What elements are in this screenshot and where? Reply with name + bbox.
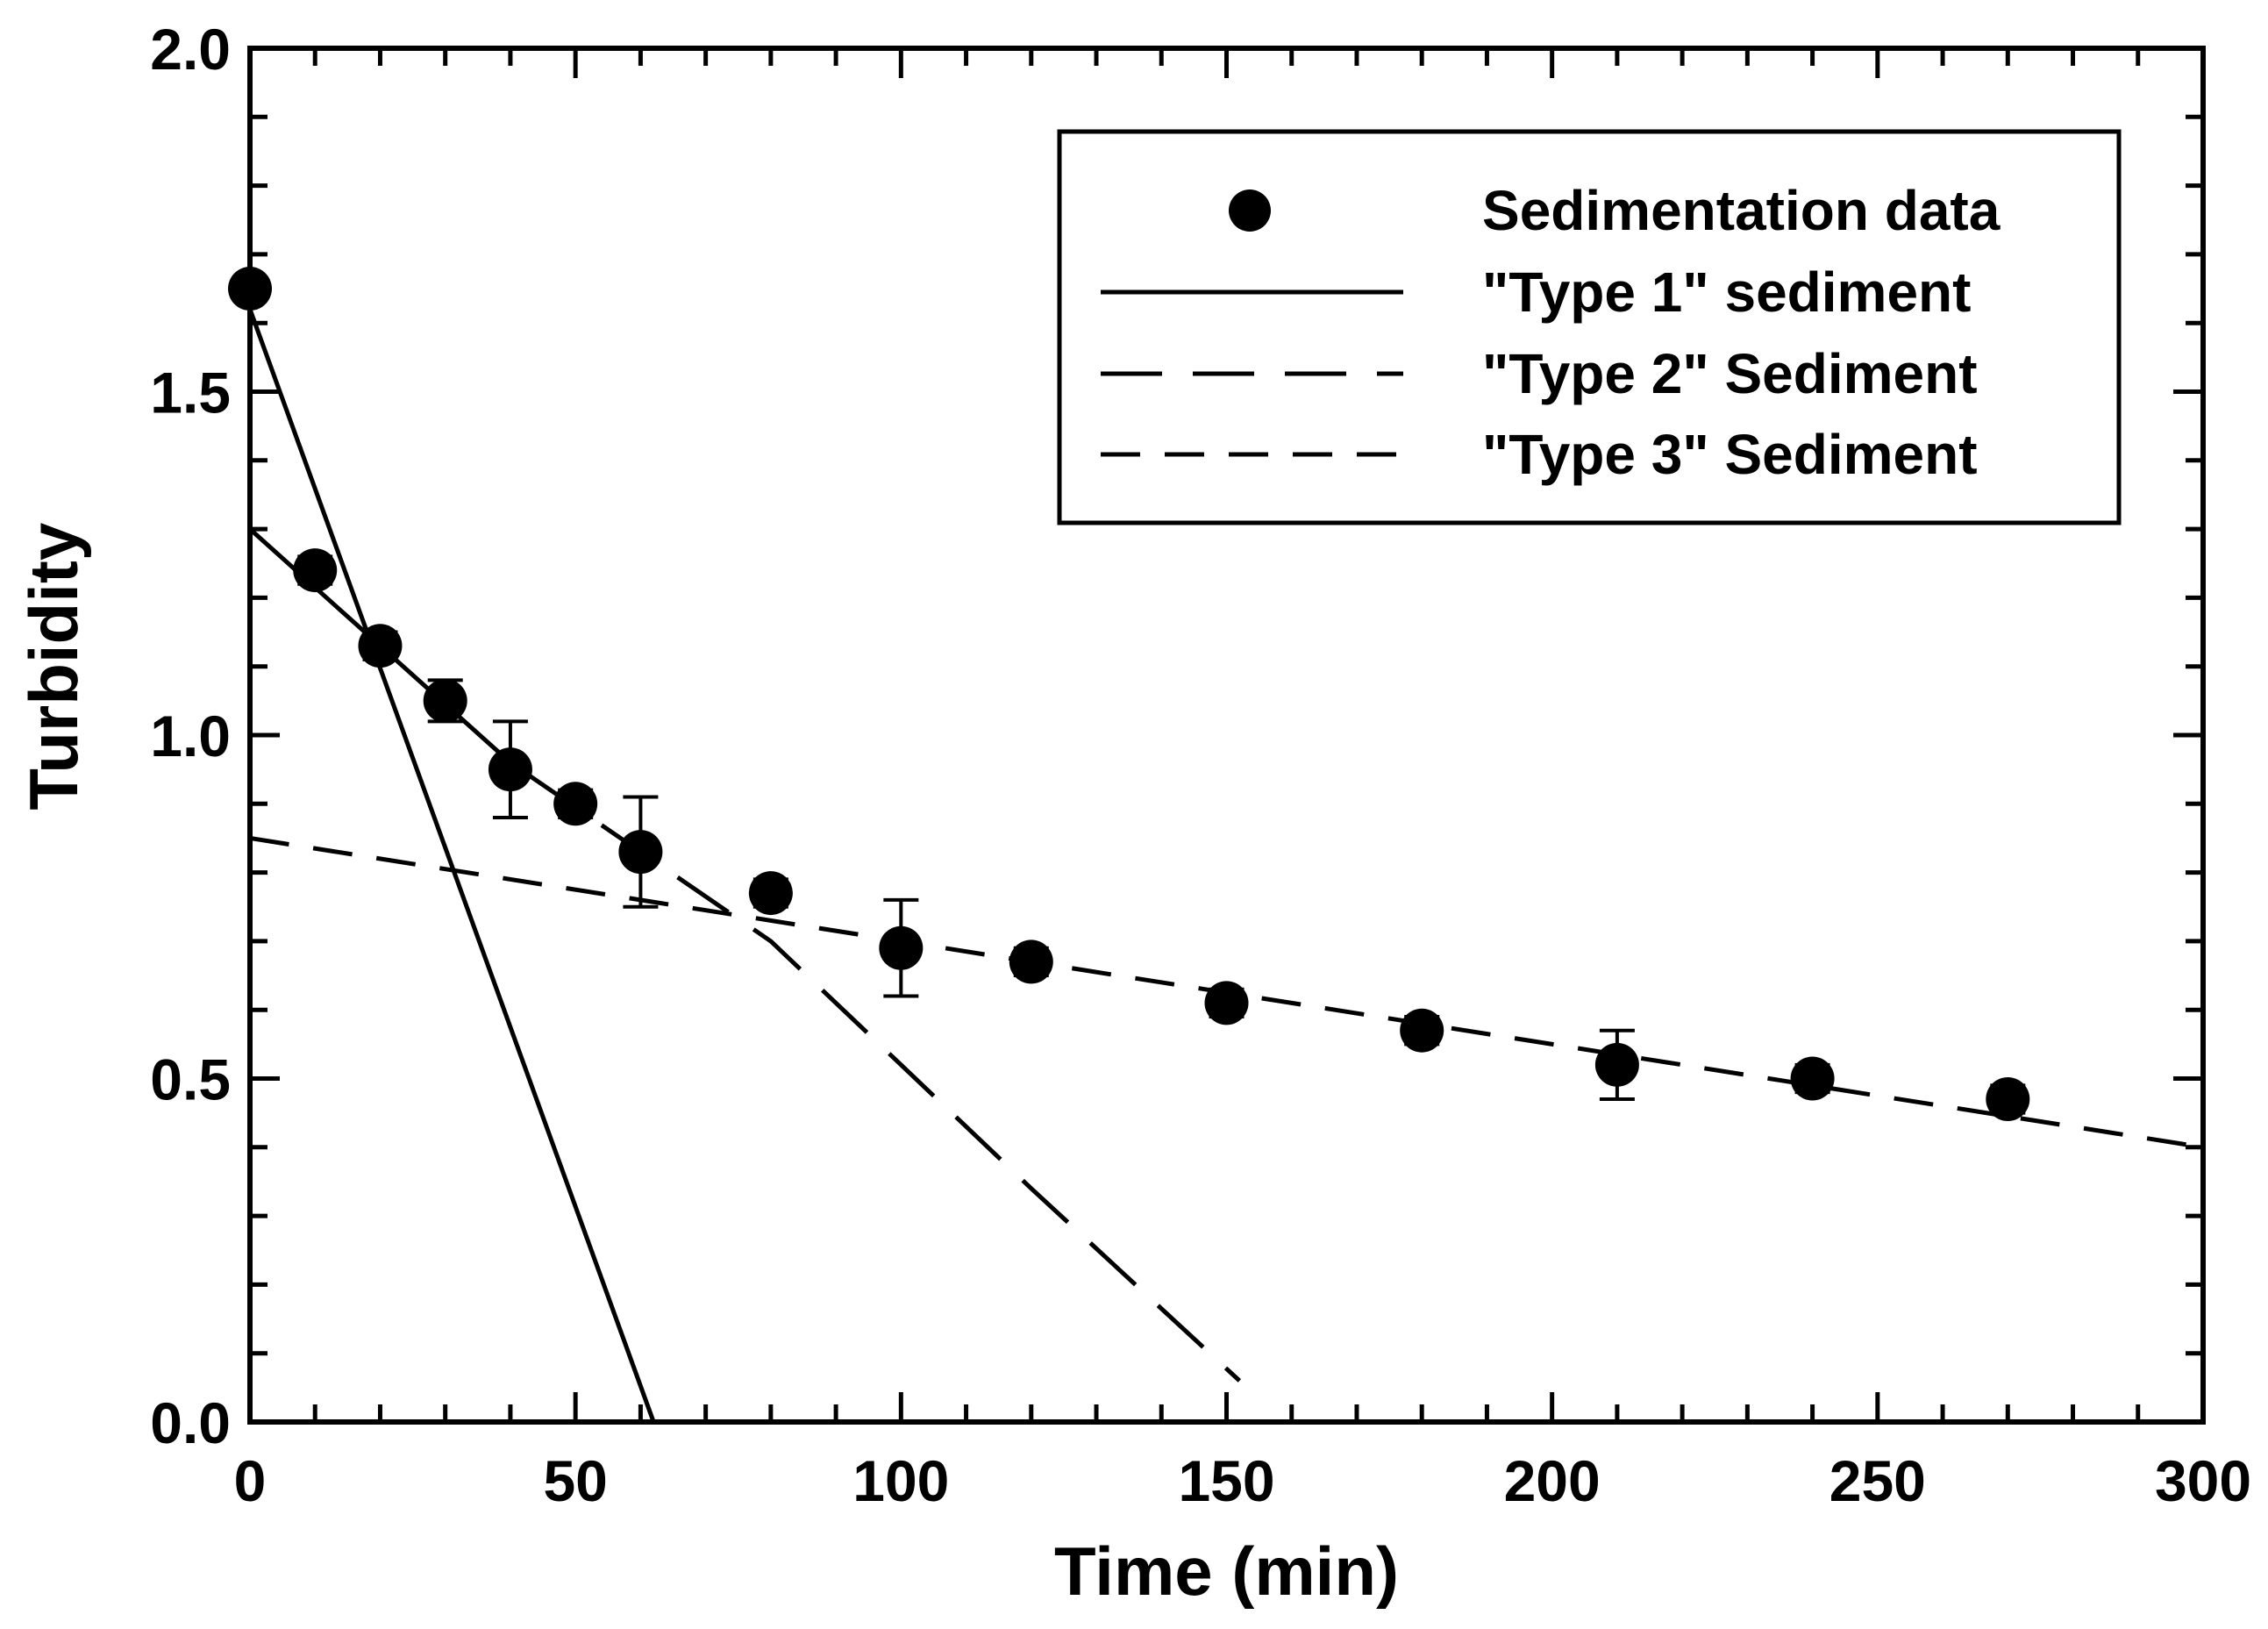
data-point [879, 925, 924, 970]
data-point [618, 830, 663, 875]
data-point [1009, 940, 1053, 984]
data-point [488, 747, 532, 792]
legend-marker-sedimentation-data [1229, 189, 1271, 232]
y-tick-label: 0.0 [150, 1390, 231, 1455]
data-point [1790, 1056, 1835, 1101]
legend-label-type-3: "Type 3" Sediment [1482, 423, 1978, 486]
x-tick-label: 50 [543, 1448, 607, 1513]
data-point [553, 782, 598, 826]
y-tick-label: 0.5 [150, 1047, 231, 1112]
axis-ticks [247, 46, 2206, 1425]
legend-label-type-2: "Type 2" Sediment [1482, 342, 1978, 405]
y-tick-label: 1.0 [150, 704, 231, 768]
y-tick-label: 1.5 [150, 361, 231, 425]
data-points [228, 267, 2030, 1121]
legend-label-type-1: "Type 1" sediment [1482, 261, 1971, 324]
x-axis-title: Time (min) [1054, 1533, 1399, 1610]
x-tick-label: 150 [1178, 1448, 1274, 1513]
legend-label-sedimentation-data: Sedimentation data [1482, 179, 2001, 242]
data-point [748, 871, 793, 916]
data-point [1594, 1042, 1639, 1087]
data-point [1204, 981, 1249, 1025]
data-point [423, 678, 467, 723]
data-point [1986, 1076, 2030, 1121]
data-point [358, 624, 403, 668]
x-tick-label: 300 [2155, 1448, 2251, 1513]
fit-line-type-1 [247, 308, 656, 1423]
y-axis-title: Turbidity [15, 523, 92, 811]
data-point [1400, 1008, 1444, 1053]
tick-labels: 0 50 100 150 200 250 300 0.0 0.5 1.0 1.5 2.0 [150, 17, 2251, 1513]
fit-line-type-2 [248, 527, 1242, 1383]
plot-frame [247, 46, 2206, 1425]
legend: Sedimentation data "Type 1" sediment "Ty… [1057, 129, 2122, 525]
x-tick-label: 200 [1504, 1448, 1601, 1513]
x-tick-label: 250 [1829, 1448, 1926, 1513]
x-tick-label: 0 [234, 1448, 267, 1513]
x-tick-label: 100 [852, 1448, 949, 1513]
y-tick-label: 2.0 [150, 17, 231, 82]
data-point [293, 548, 338, 593]
